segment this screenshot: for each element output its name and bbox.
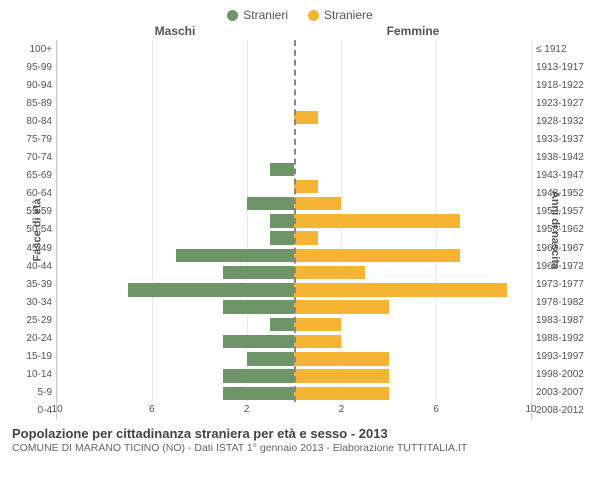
legend-label-female: Straniere [324, 8, 373, 22]
year-tick: 1948-1952 [536, 188, 592, 199]
bar-female [294, 214, 460, 227]
bar-female [294, 352, 389, 365]
x-tick: 2 [339, 404, 345, 415]
bar-male [223, 387, 294, 400]
grid-line [531, 40, 532, 402]
year-tick: 1963-1967 [536, 243, 592, 254]
year-tick: 1998-2002 [536, 369, 592, 380]
age-tick: 95-99 [8, 62, 52, 73]
age-tick: 30-34 [8, 297, 52, 308]
bar-male [223, 266, 294, 279]
year-tick: 1938-1942 [536, 152, 592, 163]
legend-label-male: Stranieri [243, 8, 288, 22]
bar-male [270, 214, 294, 227]
legend-female: Straniere [308, 8, 373, 22]
bar-female [294, 266, 365, 279]
x-tick: 10 [525, 404, 536, 415]
age-tick: 0-4 [8, 405, 52, 416]
year-tick: 1923-1927 [536, 98, 592, 109]
year-tick: 1958-1962 [536, 224, 592, 235]
bar-female [294, 249, 460, 262]
bar-male [247, 352, 294, 365]
year-tick: 1943-1947 [536, 170, 592, 181]
bar-male [270, 163, 294, 176]
x-tick: 10 [51, 404, 62, 415]
year-tick: ≤ 1912 [536, 44, 592, 55]
year-tick: 1913-1917 [536, 62, 592, 73]
legend-male: Stranieri [227, 8, 288, 22]
age-tick: 20-24 [8, 333, 52, 344]
bar-female [294, 369, 389, 382]
age-tick: 65-69 [8, 170, 52, 181]
bar-female [294, 231, 318, 244]
age-tick: 100+ [8, 44, 52, 55]
bar-male [270, 231, 294, 244]
year-tick: 1983-1987 [536, 315, 592, 326]
bar-male [270, 318, 294, 331]
legend-swatch-female [308, 10, 319, 21]
age-tick: 70-74 [8, 152, 52, 163]
bar-female [294, 335, 341, 348]
year-tick: 1953-1957 [536, 206, 592, 217]
age-tick: 25-29 [8, 315, 52, 326]
year-tick: 1973-1977 [536, 279, 592, 290]
age-tick: 60-64 [8, 188, 52, 199]
chart-subtitle: COMUNE DI MARANO TICINO (NO) - Dati ISTA… [12, 442, 588, 454]
age-tick: 15-19 [8, 351, 52, 362]
bar-male [223, 335, 294, 348]
legend-swatch-male [227, 10, 238, 21]
year-tick: 1928-1932 [536, 116, 592, 127]
age-tick: 5-9 [8, 387, 52, 398]
age-tick: 40-44 [8, 261, 52, 272]
age-tick: 85-89 [8, 98, 52, 109]
legend: Stranieri Straniere [8, 8, 592, 22]
age-tick: 10-14 [8, 369, 52, 380]
bar-female [294, 111, 318, 124]
y-ticks-year: ≤ 1912 1913-1917 1918-1922 1923-1927 1928-19… [532, 40, 592, 420]
bar-male [176, 249, 295, 262]
age-tick: 80-84 [8, 116, 52, 127]
year-tick: 1993-1997 [536, 351, 592, 362]
year-tick: 1978-1982 [536, 297, 592, 308]
age-tick: 45-49 [8, 243, 52, 254]
age-tick: 90-94 [8, 80, 52, 91]
year-tick: 2003-2007 [536, 387, 592, 398]
bar-male [128, 283, 294, 296]
header-female: Femmine [294, 24, 592, 38]
header-male: Maschi [8, 24, 294, 38]
age-tick: 35-39 [8, 279, 52, 290]
bar-female [294, 300, 389, 313]
chart-container: Stranieri Straniere Maschi Femmine Fasce… [0, 0, 600, 500]
bar-female [294, 197, 341, 210]
bar-male [223, 300, 294, 313]
x-tick: 6 [149, 404, 155, 415]
year-tick: 1918-1922 [536, 80, 592, 91]
year-tick: 1988-1992 [536, 333, 592, 344]
year-tick: 2008-2012 [536, 405, 592, 416]
x-axis: 10622610 [57, 402, 531, 420]
center-divider [294, 40, 296, 402]
x-tick: 2 [244, 404, 250, 415]
age-tick: 75-79 [8, 134, 52, 145]
bar-female [294, 180, 318, 193]
bar-female [294, 283, 507, 296]
bar-female [294, 318, 341, 331]
bar-male [247, 197, 294, 210]
age-tick: 55-59 [8, 206, 52, 217]
y-axis-left-label: Fasce di età [31, 199, 43, 262]
plot-area: Fasce di età Anni di nascita 100+ 95-99 90… [8, 40, 592, 420]
bar-female [294, 387, 389, 400]
year-tick: 1933-1937 [536, 134, 592, 145]
column-headers: Maschi Femmine [8, 24, 592, 38]
age-tick: 50-54 [8, 224, 52, 235]
chart-footer: Popolazione per cittadinanza straniera p… [8, 426, 592, 454]
bars-zone: 10622610 [56, 40, 532, 420]
x-tick: 6 [433, 404, 439, 415]
chart-title: Popolazione per cittadinanza straniera p… [12, 426, 588, 441]
y-axis-right-label: Anni di nascita [549, 191, 561, 269]
bar-male [223, 369, 294, 382]
year-tick: 1968-1972 [536, 261, 592, 272]
